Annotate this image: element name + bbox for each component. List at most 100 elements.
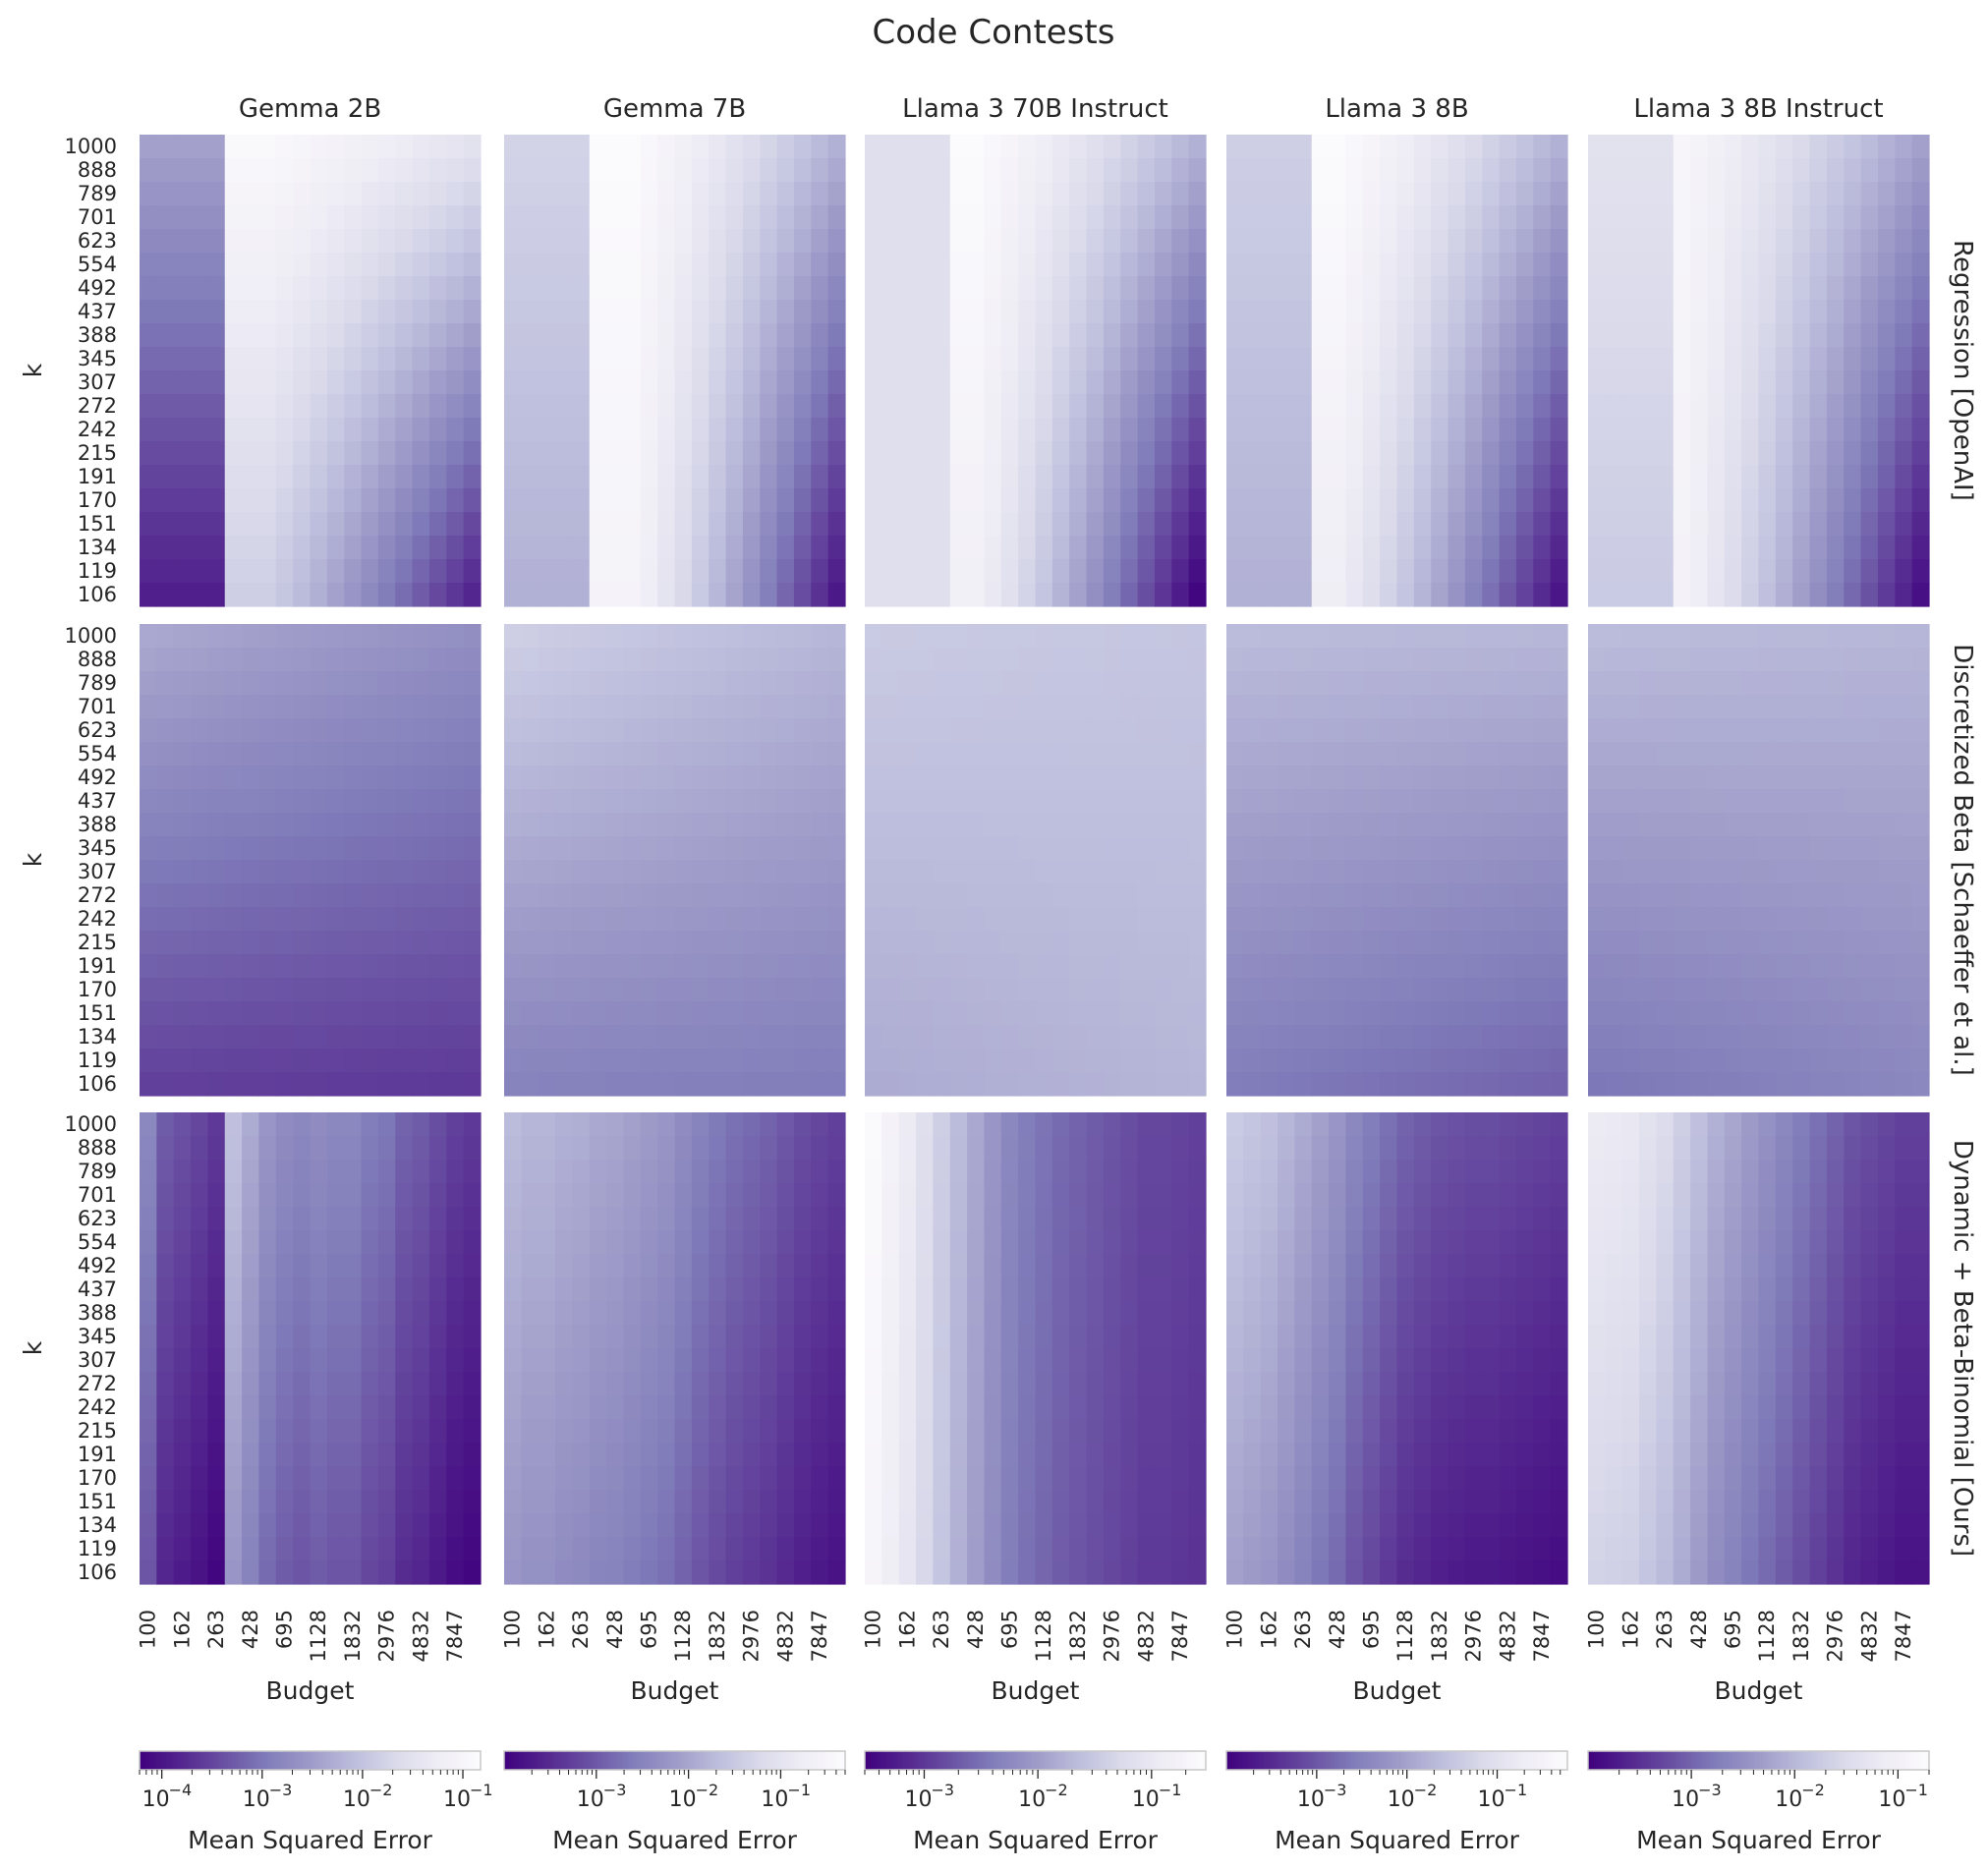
heatmap-cell: [725, 1301, 744, 1326]
heatmap-cell: [1154, 158, 1172, 183]
heatmap-cell: [793, 1230, 812, 1255]
heatmap-cell: [1086, 860, 1105, 884]
heatmap-cell: [1621, 394, 1640, 419]
heatmap-cell: [827, 1001, 846, 1026]
heatmap-cell: [463, 836, 482, 861]
heatmap-cell: [691, 441, 710, 466]
heatmap-cell: [1515, 488, 1534, 513]
heatmap-cell: [1035, 860, 1053, 884]
heatmap-cell: [1243, 695, 1262, 719]
heatmap-cell: [1877, 1001, 1896, 1026]
heatmap-cell: [1895, 789, 1913, 814]
heatmap-cell: [428, 1277, 447, 1302]
heatmap-cell: [463, 813, 482, 837]
heatmap-cell: [1396, 1001, 1415, 1026]
heatmap-cell: [933, 370, 951, 395]
heatmap-cell: [1621, 765, 1640, 790]
heatmap-cell: [1086, 765, 1105, 790]
heatmap-cell: [1329, 512, 1347, 537]
heatmap-cell: [640, 1072, 658, 1097]
heatmap-cell: [623, 300, 642, 324]
heatmap-cell: [326, 648, 345, 672]
heatmap-cell: [1311, 323, 1330, 348]
heatmap-cell: [1639, 765, 1657, 790]
heatmap-cell: [776, 1049, 795, 1073]
heatmap-cell: [657, 135, 676, 159]
heatmap-cell: [1018, 229, 1037, 254]
heatmap-cell: [1656, 347, 1675, 371]
heatmap-cell: [606, 1183, 625, 1208]
heatmap-cell: [428, 205, 447, 230]
heatmap-cell: [1329, 718, 1347, 743]
heatmap-cell: [589, 536, 607, 560]
heatmap-cell: [538, 1112, 556, 1137]
heatmap-cell: [156, 583, 175, 607]
heatmap-cell: [156, 441, 175, 466]
heatmap-cell: [589, 931, 607, 955]
heatmap-cell: [326, 1112, 345, 1137]
heatmap-cell: [1758, 1025, 1777, 1049]
heatmap-cell: [776, 559, 795, 584]
heatmap-cell: [984, 536, 1002, 560]
heatmap-cell: [881, 512, 900, 537]
heatmap-cell: [293, 1277, 312, 1302]
heatmap-cell: [1311, 789, 1330, 814]
heatmap-cell: [207, 253, 226, 277]
heatmap-cell: [967, 465, 986, 489]
heatmap-cell: [898, 488, 917, 513]
heatmap-cell: [793, 1183, 812, 1208]
heatmap-cell: [1294, 394, 1313, 419]
heatmap-cell: [428, 512, 447, 537]
heatmap-cell: [395, 907, 414, 932]
heatmap-cell: [224, 765, 243, 790]
heatmap-cell: [865, 135, 882, 159]
heatmap-cell: [1550, 671, 1568, 696]
heatmap-cell: [623, 465, 642, 489]
heatmap-cell: [1051, 441, 1070, 466]
heatmap-cell: [691, 347, 710, 371]
heatmap-cell: [1758, 229, 1777, 254]
heatmap-cell: [709, 182, 727, 206]
heatmap-cell: [555, 718, 573, 743]
heatmap-cell: [1588, 347, 1606, 371]
heatmap-cell: [1431, 1025, 1449, 1049]
heatmap-cell: [776, 536, 795, 560]
heatmap-cell: [1464, 671, 1483, 696]
heatmap-cell: [1311, 347, 1330, 371]
heatmap-cell: [344, 813, 363, 837]
heatmap-cell: [742, 559, 761, 584]
heatmap-cell: [725, 465, 744, 489]
heatmap-cell: [326, 300, 345, 324]
heatmap-cell: [1656, 765, 1675, 790]
heatmap-cell: [275, 347, 294, 371]
heatmap-cell: [538, 370, 556, 395]
heatmap-cell: [1018, 907, 1037, 932]
heatmap-cell: [1499, 512, 1517, 537]
heatmap-cell: [811, 205, 829, 230]
heatmap-cell: [1533, 931, 1552, 955]
heatmap-cell: [1226, 813, 1244, 837]
heatmap-cell: [760, 1112, 778, 1137]
heatmap-cell: [1895, 512, 1913, 537]
heatmap-cell: [1120, 323, 1139, 348]
heatmap-cell: [1673, 907, 1691, 932]
heatmap-cell: [1707, 978, 1726, 1002]
heatmap-cell: [1362, 229, 1381, 254]
heatmap-cell: [1724, 536, 1742, 560]
heatmap-cell: [140, 789, 157, 814]
heatmap-cell: [173, 370, 192, 395]
heatmap-cell: [412, 347, 430, 371]
heatmap-cell: [224, 1537, 243, 1561]
heatmap-cell: [1018, 624, 1037, 649]
heatmap-cell: [1673, 813, 1691, 837]
heatmap-cell: [191, 205, 208, 230]
heatmap-cell: [446, 1230, 465, 1255]
heatmap-cell: [933, 182, 951, 206]
heatmap-cell: [949, 1277, 968, 1302]
heatmap-cell: [865, 813, 882, 837]
heatmap-cell: [504, 158, 522, 183]
heatmap-cell: [1035, 695, 1053, 719]
heatmap-cell: [191, 1183, 208, 1208]
heatmap-cell: [1741, 813, 1760, 837]
heatmap-cell: [310, 883, 328, 908]
